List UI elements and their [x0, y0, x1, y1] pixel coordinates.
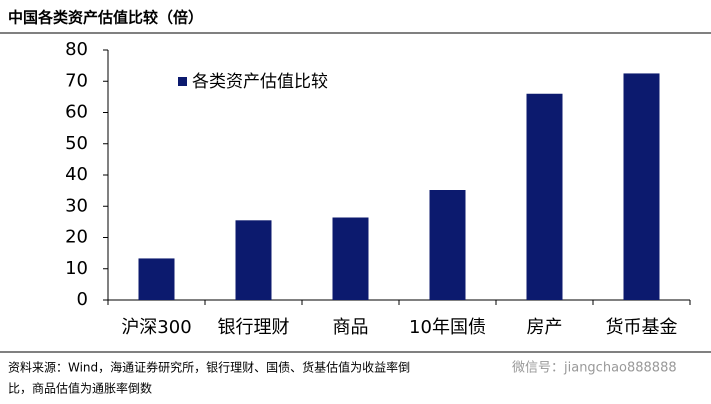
y-tick-label: 50 — [65, 133, 88, 154]
bar — [429, 190, 466, 300]
watermark: 微信号：jiangchao888888 — [512, 361, 677, 376]
y-tick-label: 30 — [65, 195, 88, 216]
y-tick-label: 60 — [65, 102, 88, 123]
y-tick-label: 70 — [65, 70, 88, 91]
bar — [623, 73, 660, 300]
x-tick-label: 商品 — [333, 317, 369, 338]
chart-title: 中国各类资产估值比较（倍） — [8, 9, 203, 27]
bar — [235, 220, 272, 300]
bar — [138, 258, 175, 300]
x-tick-label: 沪深300 — [121, 317, 191, 338]
x-tick-label: 房产 — [527, 317, 563, 338]
x-tick-label: 10年国债 — [409, 317, 486, 338]
legend-label: 各类资产估值比较 — [192, 72, 328, 92]
x-tick-label: 货币基金 — [606, 317, 678, 338]
bar — [332, 217, 369, 300]
y-tick-label: 10 — [65, 258, 88, 279]
y-tick-label: 80 — [65, 39, 88, 60]
y-tick-label: 40 — [65, 164, 88, 185]
y-tick-label: 20 — [65, 227, 88, 248]
legend-swatch — [178, 77, 187, 86]
bar — [526, 93, 563, 300]
source-note: 资料来源：Wind，海通证券研究所，银行理财、国债、货基估值为收益率倒 — [8, 360, 410, 375]
source-note: 比，商品估值为通胀率倒数 — [8, 381, 152, 396]
y-tick-label: 0 — [77, 289, 88, 310]
x-tick-label: 银行理财 — [218, 317, 290, 338]
